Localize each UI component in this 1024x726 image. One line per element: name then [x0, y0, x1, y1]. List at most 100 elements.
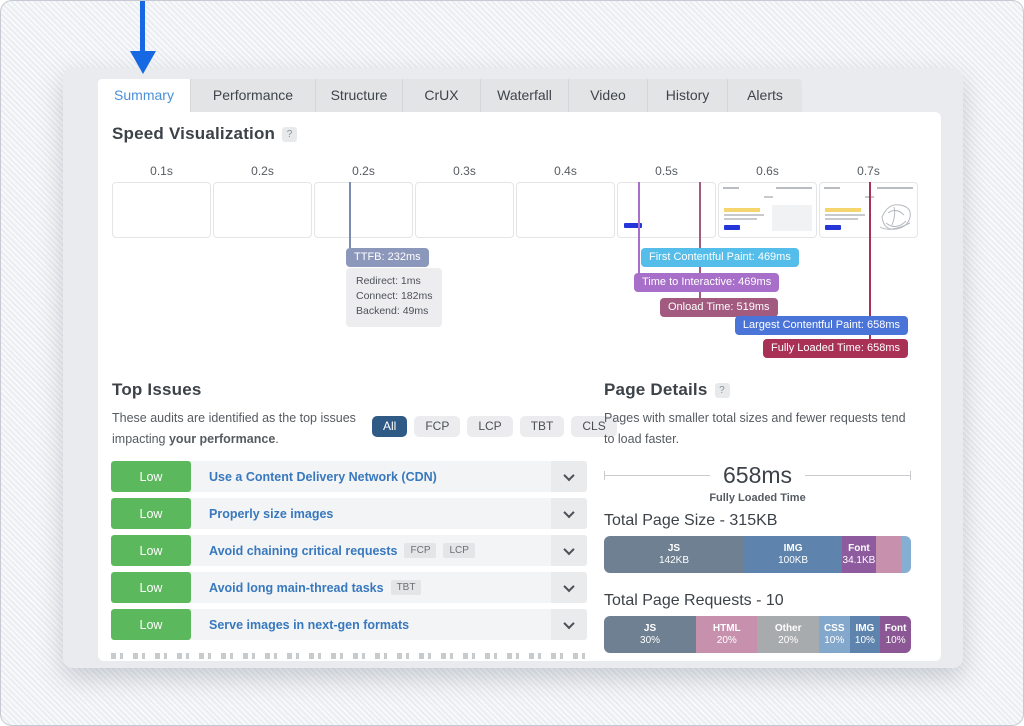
onload-marker-line	[699, 182, 701, 304]
chevron-down-icon	[563, 469, 575, 481]
issue-row[interactable]: Low Use a Content Delivery Network (CDN)	[111, 461, 587, 492]
tti-marker-line	[638, 182, 640, 280]
bar-segment	[875, 536, 901, 573]
clipped-text-row	[111, 653, 587, 659]
tab-crux[interactable]: CrUX	[403, 79, 481, 112]
tab-video[interactable]: Video	[569, 79, 648, 112]
severity-badge: Low	[111, 609, 191, 640]
page-requests-title: Total Page Requests - 10	[604, 592, 784, 609]
bar-segment: CSS 10%	[818, 616, 850, 653]
filmstrip-frame[interactable]: 0.2s	[213, 164, 312, 238]
bar-segment: HTML 20%	[696, 616, 758, 653]
issue-row[interactable]: Low Avoid long main-thread tasks TBT	[111, 572, 587, 603]
thumbnail-button	[624, 223, 642, 228]
filmstrip-frame[interactable]: 0.2s	[314, 164, 413, 238]
ttfb-badge: TTFB: 232ms	[346, 248, 429, 267]
page-details-title: Page Details?	[604, 380, 730, 400]
expand-button[interactable]	[551, 572, 587, 603]
sketch-illustration	[879, 204, 911, 230]
onload-badge: Onload Time: 519ms	[660, 298, 778, 317]
chevron-down-icon	[563, 543, 575, 555]
chevron-down-icon	[563, 580, 575, 592]
help-icon[interactable]: ?	[714, 383, 730, 398]
bar-segment: Font 34.1KB	[842, 536, 876, 573]
filter-fcp[interactable]: FCP	[414, 416, 461, 437]
tab-summary[interactable]: Summary	[98, 79, 191, 112]
filmstrip-frame[interactable]: 0.1s	[112, 164, 211, 238]
page-requests-bar: JS 30% HTML 20% Other 20% CSS 10% IMG	[604, 616, 911, 653]
severity-badge: Low	[111, 572, 191, 603]
severity-badge: Low	[111, 498, 191, 529]
severity-badge: Low	[111, 535, 191, 566]
tab-waterfall[interactable]: Waterfall	[481, 79, 569, 112]
frame-thumbnail	[617, 182, 716, 238]
tab-alerts[interactable]: Alerts	[728, 79, 802, 112]
chevron-down-icon	[563, 506, 575, 518]
frame-thumbnail	[415, 182, 514, 238]
tab-performance[interactable]: Performance	[191, 79, 316, 112]
thumbnail-button	[724, 225, 740, 230]
issue-row[interactable]: Low Properly size images	[111, 498, 587, 529]
ttfb-tooltip: Redirect: 1ms Connect: 182ms Backend: 49…	[346, 268, 443, 327]
page-size-bar: JS 142KB IMG 100KB Font 34.1KB	[604, 536, 911, 573]
fully-loaded-badge: Fully Loaded Time: 658ms	[762, 339, 908, 358]
filmstrip-frame[interactable]: 0.6s	[718, 164, 817, 238]
bar-segment: Other 20%	[757, 616, 819, 653]
frame-thumbnail	[213, 182, 312, 238]
pointer-arrow-icon	[130, 51, 156, 74]
pointer-arrow-line	[140, 1, 145, 52]
metric-tag: LCP	[443, 543, 475, 558]
filmstrip-frame[interactable]: 0.3s	[415, 164, 514, 238]
fully-loaded-value: 658ms	[722, 462, 793, 488]
issue-title[interactable]: Use a Content Delivery Network (CDN)	[209, 469, 437, 484]
bar-segment: JS 142KB	[604, 536, 744, 573]
filter-lcp[interactable]: LCP	[467, 416, 513, 437]
bar-segment	[900, 536, 911, 573]
report-panel: Summary Performance Structure CrUX Water…	[63, 68, 963, 668]
lcp-badge: Largest Contentful Paint: 658ms	[734, 316, 908, 335]
frame-thumbnail	[112, 182, 211, 238]
issue-row[interactable]: Low Avoid chaining critical requests FCP…	[111, 535, 587, 566]
expand-button[interactable]	[551, 498, 587, 529]
bar-segment: IMG 10%	[849, 616, 881, 653]
bar-segment: IMG 100KB	[743, 536, 843, 573]
fully-loaded-caption: Fully Loaded Time	[709, 492, 806, 504]
page-details-description: Pages with smaller total sizes and fewer…	[604, 411, 906, 446]
fully-loaded-marker-line	[869, 182, 871, 345]
filmstrip-frame[interactable]: 0.4s	[516, 164, 615, 238]
tti-badge: Time to Interactive: 469ms	[634, 273, 780, 292]
issue-title[interactable]: Serve images in next-gen formats	[209, 617, 410, 632]
issue-title[interactable]: Avoid chaining critical requests	[209, 543, 398, 558]
thumbnail-button	[825, 225, 841, 230]
ttfb-marker-line	[349, 182, 351, 249]
filter-cls[interactable]: CLS	[571, 416, 617, 437]
expand-button[interactable]	[551, 535, 587, 566]
issue-row[interactable]: Low Serve images in next-gen formats	[111, 609, 587, 640]
filmstrip-frame[interactable]: 0.7s	[819, 164, 918, 238]
issue-title[interactable]: Properly size images	[209, 506, 334, 521]
summary-card: Speed Visualization? 0.1s 0.2s 0.2s 0.3s	[98, 112, 941, 661]
frame-thumbnail	[516, 182, 615, 238]
tab-bar: Summary Performance Structure CrUX Water…	[98, 79, 802, 112]
metric-tag: FCP	[404, 543, 437, 558]
frame-thumbnail	[314, 182, 413, 238]
top-issues-title: Top Issues	[112, 380, 202, 399]
expand-button[interactable]	[551, 609, 587, 640]
issue-title[interactable]: Avoid long main-thread tasks	[209, 580, 384, 595]
fully-loaded-ruler: 658ms	[604, 462, 912, 489]
issue-filters: All FCP LCP TBT CLS	[372, 416, 617, 437]
tab-history[interactable]: History	[648, 79, 728, 112]
speed-visualization-title: Speed Visualization?	[112, 124, 298, 144]
chevron-down-icon	[563, 617, 575, 629]
expand-button[interactable]	[551, 461, 587, 492]
issue-list: Low Use a Content Delivery Network (CDN)…	[111, 461, 587, 646]
tab-structure[interactable]: Structure	[316, 79, 403, 112]
filmstrip-frame[interactable]: 0.5s	[617, 164, 716, 238]
help-icon[interactable]: ?	[282, 127, 298, 142]
filmstrip: 0.1s 0.2s 0.2s 0.3s 0.4s	[112, 164, 918, 238]
filter-all[interactable]: All	[372, 416, 408, 437]
metric-tag: TBT	[390, 580, 422, 595]
frame-thumbnail	[718, 182, 817, 238]
filter-tbt[interactable]: TBT	[519, 416, 565, 437]
